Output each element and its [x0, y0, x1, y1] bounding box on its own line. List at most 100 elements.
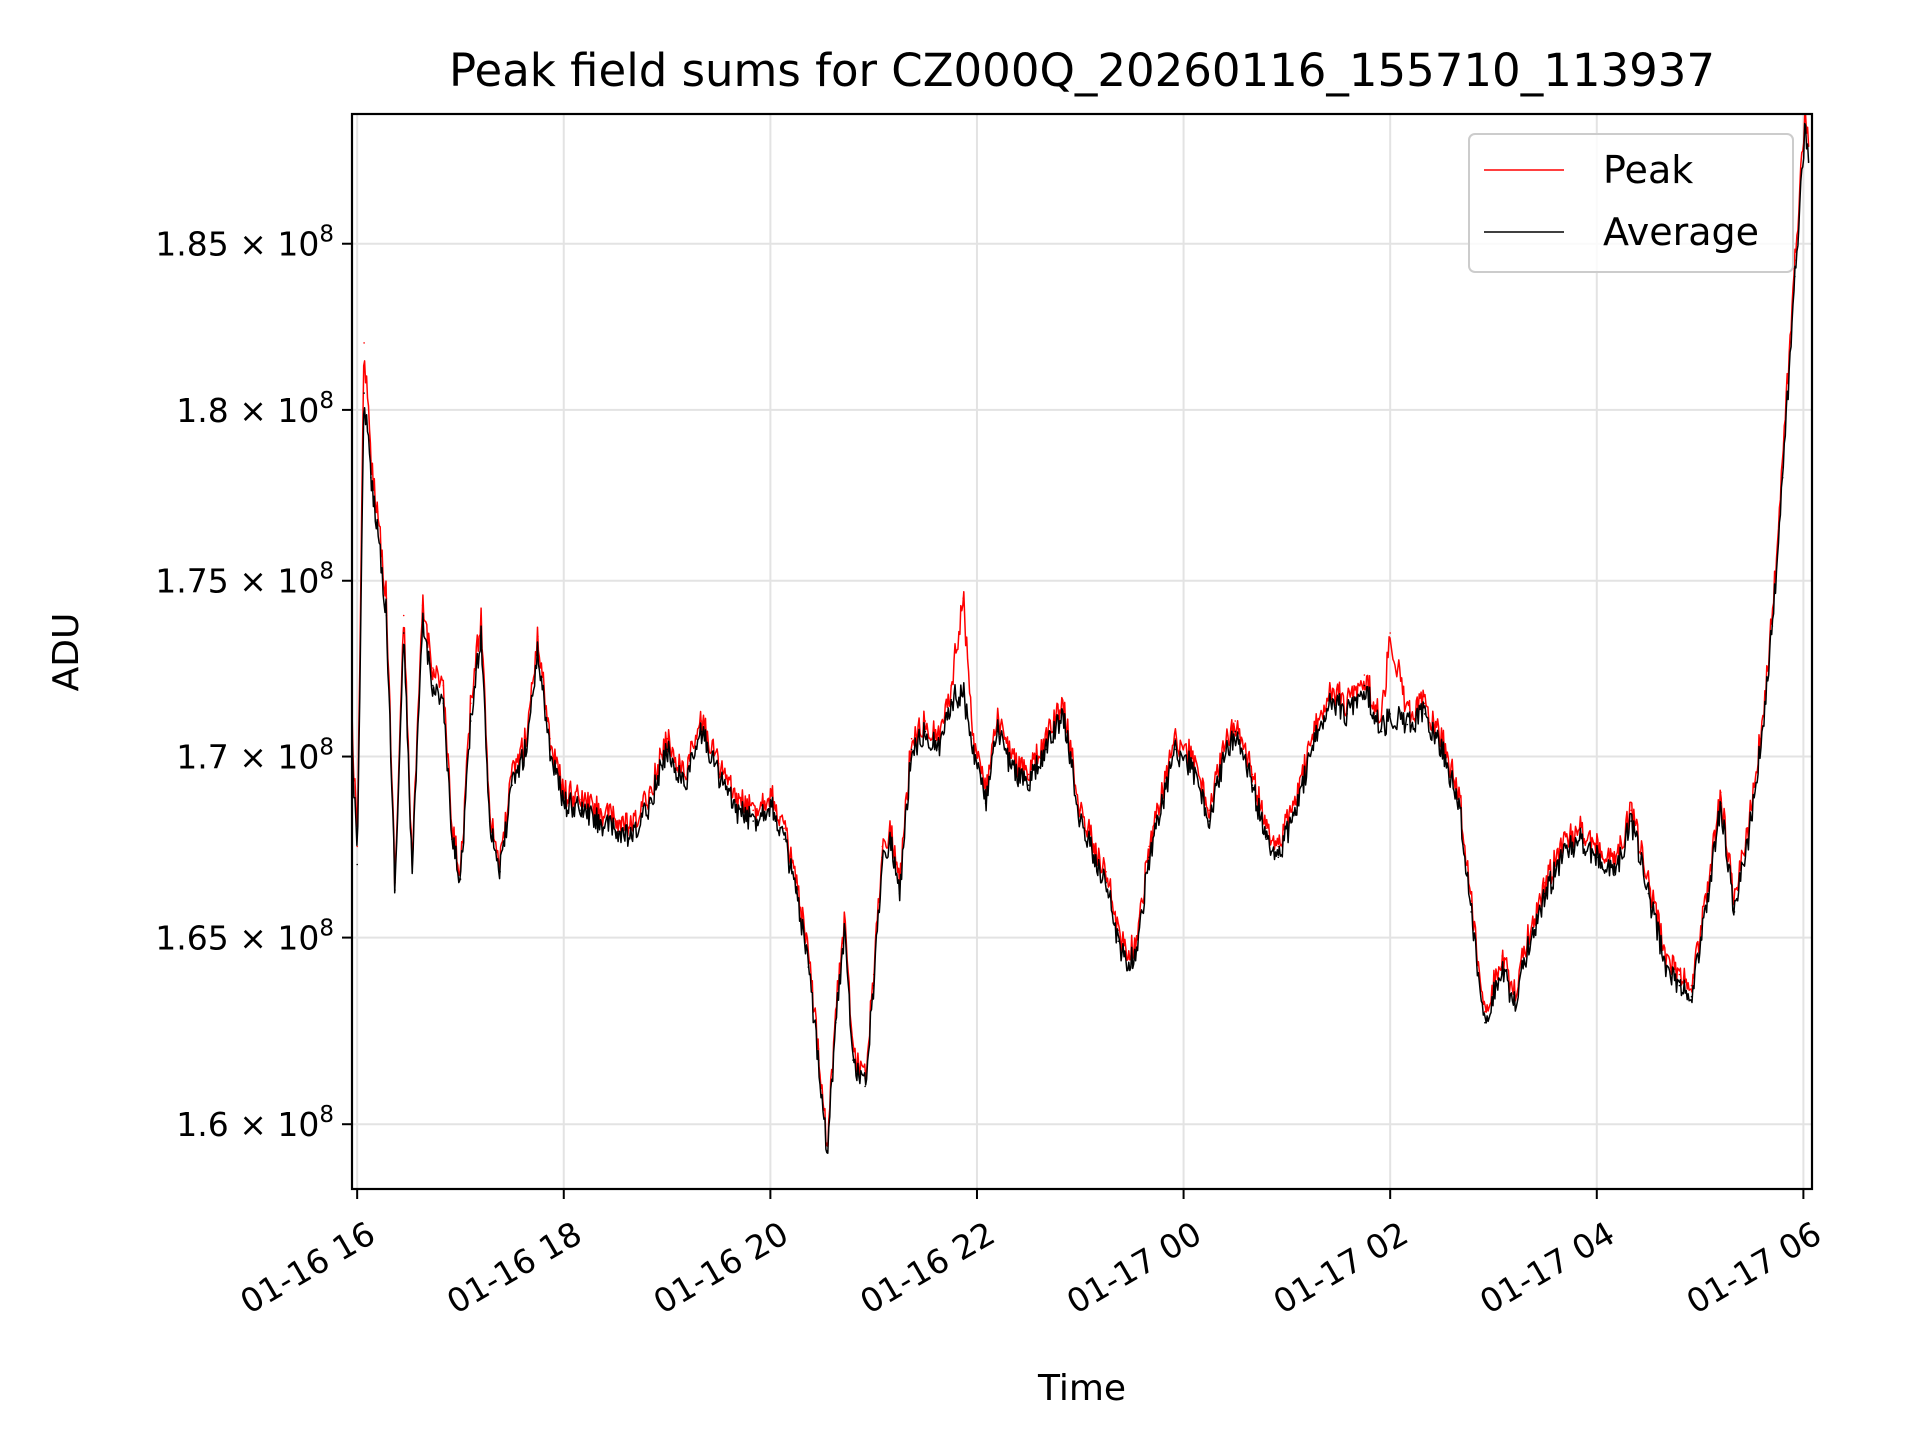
data-point-average [1484, 1021, 1486, 1024]
data-point-peak [1251, 773, 1254, 776]
data-point-average [910, 748, 913, 751]
data-point-peak [1136, 936, 1138, 939]
data-point-peak [649, 791, 651, 794]
data-point-peak [1329, 684, 1331, 687]
data-point-average [1527, 947, 1529, 950]
data-point-average [1174, 748, 1176, 751]
data-point-peak [614, 820, 617, 822]
data-point-peak [1311, 737, 1314, 740]
data-point-average [1294, 809, 1297, 812]
data-point-peak [1707, 881, 1710, 884]
data-point-peak [1127, 955, 1130, 957]
data-point-average [795, 892, 797, 895]
data-point-average [563, 802, 565, 804]
y-tick-label: 1.65 × 108 [155, 916, 334, 958]
data-point-average [717, 773, 720, 776]
data-point-peak [1690, 984, 1693, 987]
data-point-average [972, 748, 975, 751]
data-point-average [864, 1085, 866, 1088]
data-point-peak [377, 511, 379, 513]
data-point-average [835, 1021, 837, 1024]
x-axis-title: Time [1037, 1368, 1126, 1409]
data-point-peak [769, 791, 772, 794]
data-point-average [1346, 713, 1348, 715]
data-point-average [1093, 856, 1095, 859]
data-point-peak [1191, 755, 1193, 758]
data-point-average [1162, 802, 1164, 804]
data-point-average [1277, 856, 1280, 859]
data-point-average [1781, 476, 1784, 479]
data-point-average [1406, 723, 1409, 726]
data-point-average [1251, 784, 1254, 786]
data-point-average [1441, 748, 1443, 751]
data-point-peak [1423, 702, 1426, 705]
y-tick-label: 1.8 × 108 [176, 388, 334, 430]
data-point-average [1458, 802, 1460, 804]
data-point-peak [666, 737, 668, 740]
data-point-average [1794, 275, 1796, 278]
data-point-average [890, 838, 892, 840]
data-point-peak [1174, 737, 1176, 740]
data-point-peak [1389, 632, 1391, 634]
data-point-peak [421, 604, 424, 606]
data-point-peak [1759, 737, 1762, 740]
data-point-peak [1720, 791, 1722, 794]
data-point-average [1720, 802, 1722, 804]
data-point-peak [1484, 1010, 1486, 1013]
data-point-average [769, 802, 772, 804]
data-point-average [1690, 995, 1693, 998]
data-point-average [1311, 748, 1314, 751]
series-line-average [351, 122, 1810, 1154]
data-point-average [1759, 748, 1762, 751]
data-point-average [1380, 730, 1383, 733]
data-point-average [499, 871, 501, 873]
data-point-peak [1501, 955, 1503, 957]
data-point-average [1045, 748, 1047, 751]
data-point-average [898, 892, 901, 895]
data-point-peak [950, 684, 952, 687]
data-point-peak [1208, 809, 1211, 812]
data-point-average [356, 863, 359, 866]
data-point-average [511, 784, 513, 786]
data-point-average [1470, 911, 1472, 913]
data-point-average [872, 984, 875, 987]
data-point-peak [752, 809, 754, 812]
data-point-average [881, 856, 884, 859]
data-point-average [1664, 966, 1667, 968]
data-point-peak [432, 667, 434, 669]
data-point-average [1807, 161, 1810, 164]
data-point-average [1105, 881, 1107, 884]
data-point-peak [525, 737, 527, 740]
data-point-peak [442, 684, 445, 687]
data-point-peak [972, 737, 975, 740]
data-point-peak [1234, 720, 1236, 722]
data-point-average [1733, 911, 1736, 913]
data-point-average [1678, 984, 1681, 987]
data-point-average [1613, 874, 1615, 877]
data-point-peak [1678, 973, 1681, 976]
series-layer [351, 113, 1810, 1154]
chart-title: Peak field sums for CZ000Q_20260116_1557… [449, 44, 1715, 97]
data-point-peak [1265, 827, 1267, 830]
data-point-average [1389, 713, 1391, 715]
data-point-average [385, 614, 388, 617]
data-point-average [377, 528, 379, 530]
data-point-average [1027, 784, 1030, 786]
data-point-peak [1630, 809, 1632, 812]
data-point-average [451, 838, 453, 840]
y-tick-label: 1.85 × 108 [155, 222, 334, 264]
data-point-average [1423, 713, 1426, 715]
data-point-peak [580, 798, 582, 801]
data-point-average [649, 802, 651, 804]
data-point-average [950, 698, 952, 701]
data-point-peak [1363, 674, 1366, 676]
series-line-peak [351, 114, 1810, 1148]
data-point-average [1578, 838, 1581, 840]
data-point-average [700, 730, 703, 733]
data-point-peak [910, 737, 913, 740]
data-point-average [996, 730, 999, 733]
data-point-average [525, 748, 527, 751]
data-point-average [1747, 838, 1750, 840]
data-point-average [1079, 820, 1082, 822]
